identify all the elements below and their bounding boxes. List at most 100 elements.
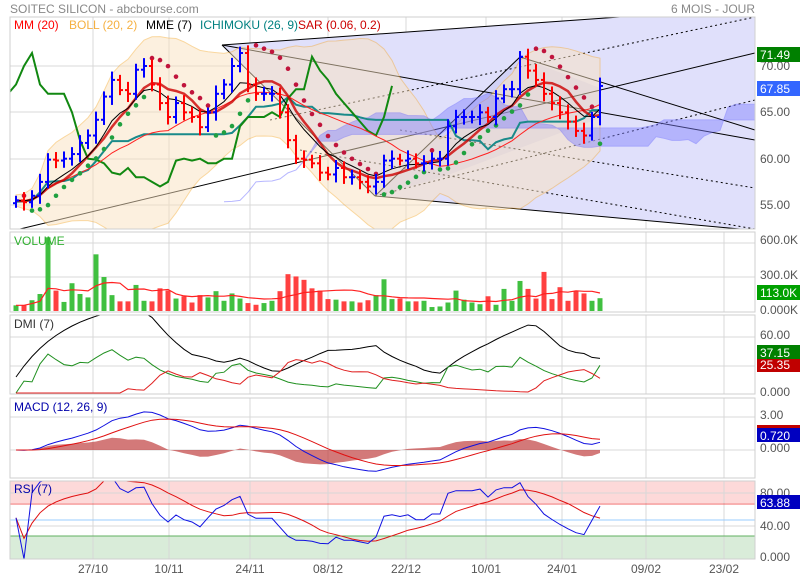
badge-bg	[757, 285, 800, 300]
y-tick: 300.0K	[760, 268, 798, 282]
ohlc-bar	[317, 155, 323, 181]
volume-bar	[21, 305, 27, 311]
ohlc-bar	[509, 80, 515, 98]
sar-dot	[245, 98, 251, 103]
y-tick: 0.000	[760, 441, 790, 455]
ohlc-bar	[253, 77, 259, 101]
volume-average-line	[16, 281, 601, 306]
volume-axis: 600.0K 300.0K 0.000K 113.0K	[757, 233, 800, 317]
sar-dot	[53, 193, 59, 199]
dmi-panel-border	[9, 314, 756, 395]
volume-bar	[189, 302, 195, 311]
volume-bar	[461, 299, 467, 311]
sar-dot	[173, 74, 179, 79]
volume-bar	[397, 298, 403, 311]
sar-dot	[149, 55, 155, 61]
legend-boll: BOLL (20, 2)	[69, 18, 137, 32]
badge-bg	[757, 495, 800, 509]
sar-dot	[261, 46, 267, 51]
sar-dot	[253, 43, 259, 48]
volume-bar	[221, 300, 227, 311]
volume-label: VOLUME	[14, 234, 65, 248]
ohlc-bar	[349, 169, 355, 185]
macd-histogram	[16, 437, 600, 465]
sar-dot	[373, 171, 379, 177]
ohlc-bar	[29, 190, 35, 208]
volume-bar	[477, 304, 483, 311]
macd-label: MACD (12, 26, 9)	[14, 400, 107, 414]
volume-bar	[197, 295, 203, 311]
macd-line	[15, 411, 601, 472]
ohlc-bar	[205, 107, 211, 132]
sar-dot	[357, 161, 363, 167]
legend-sar: SAR (0.06, 0.2)	[298, 18, 381, 32]
macd-badge: 0.720	[760, 429, 790, 443]
sar-dot	[581, 95, 587, 100]
sar-dot	[573, 85, 579, 90]
volume-bar	[125, 301, 131, 311]
ohlc-bar	[269, 86, 275, 102]
sar-dot	[389, 189, 395, 195]
sar-dot	[293, 82, 299, 87]
price-panel	[10, 36, 755, 229]
x-tick-label: 24/11	[235, 562, 264, 576]
ohlc-bar	[21, 192, 27, 211]
ohlc-bar	[117, 74, 123, 96]
ohlc-bar	[197, 108, 203, 136]
ohlc-bar	[181, 95, 187, 121]
ohlc-bar	[109, 71, 115, 105]
ohlc-bar	[445, 119, 451, 166]
volume-bar	[213, 291, 219, 311]
sar-dot	[421, 169, 427, 175]
volume-bar	[93, 254, 99, 311]
ohlc-bar	[501, 84, 507, 104]
sar-dot	[565, 74, 571, 80]
badge-bg	[757, 47, 800, 62]
ohlc-bar	[469, 110, 475, 124]
volume-bar	[469, 302, 475, 311]
ohlc-bar	[525, 48, 531, 79]
last-volume-badge: 113.0K	[760, 286, 797, 300]
y-tick: 60.00	[760, 328, 790, 342]
price-axis: 70.00 65.00 60.00 55.00 71.49 67.85	[757, 47, 800, 212]
dmi-label: DMI (7)	[14, 317, 54, 331]
macd-signal-line	[16, 418, 601, 466]
volume-bar	[13, 305, 19, 311]
sar-dot	[405, 180, 411, 185]
volume-bar	[413, 301, 419, 311]
sar-dot	[141, 94, 147, 100]
volume-bar	[149, 301, 155, 311]
volume-bar	[165, 290, 171, 311]
y-tick: 40.00	[760, 519, 790, 533]
volume-bar	[37, 294, 43, 311]
badge-bg	[757, 81, 800, 96]
ohlc-bar	[541, 72, 547, 102]
ohlc-bar	[149, 59, 155, 92]
ohlc-bar	[437, 150, 443, 167]
ohlc-bar	[597, 77, 603, 126]
volume-bar	[429, 307, 435, 311]
price-high-badge: 71.49	[760, 48, 790, 62]
rsi-bands	[10, 481, 755, 559]
ichimoku-cloud	[223, 92, 755, 203]
volume-bar	[173, 298, 179, 311]
y-tick: 65.00	[760, 105, 790, 119]
ohlc-bar	[477, 104, 483, 126]
sar-dot	[37, 207, 43, 212]
volume-bar	[133, 284, 139, 311]
rsi-line	[15, 481, 601, 559]
ohlc-bar	[189, 106, 195, 123]
badge-bg	[757, 359, 800, 372]
ohlc-bar	[237, 46, 243, 73]
ohlc-bar	[309, 154, 315, 169]
legend: MM (20) BOLL (20, 2) MME (7) ICHIMOKU (2…	[14, 18, 381, 496]
sar-dot	[477, 134, 483, 140]
sar-dot	[237, 111, 243, 117]
macd-panel	[15, 411, 601, 472]
sar-dot	[485, 128, 491, 133]
volume-bar	[261, 303, 267, 311]
sar-dot	[597, 141, 603, 147]
volume-bar	[357, 302, 363, 311]
macd-axis: 3.00 0.000 0.720	[757, 408, 800, 455]
